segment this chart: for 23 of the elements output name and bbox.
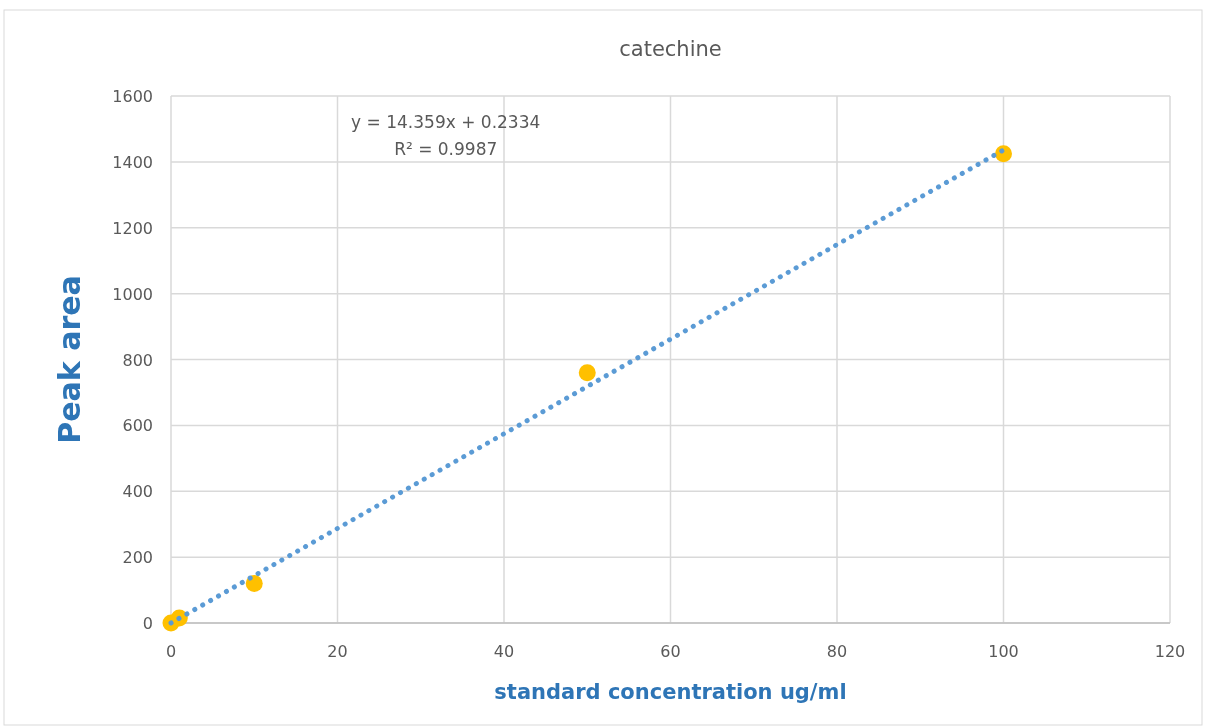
annotation: y = 14.359x + 0.2334 xyxy=(351,112,541,132)
x-axis-title: standard concentration ug/ml xyxy=(494,680,847,704)
x-tick-label: 80 xyxy=(826,642,848,661)
point xyxy=(245,574,263,592)
x-tick-label: 0 xyxy=(165,642,177,661)
point xyxy=(578,364,596,382)
y-tick-label: 1400 xyxy=(112,152,153,172)
annotation: R² = 0.9987 xyxy=(394,139,498,159)
y-tick-label: 1600 xyxy=(112,87,153,106)
x-tick-label: 100 xyxy=(988,642,1019,661)
x-tick-label: 120 xyxy=(1154,642,1186,661)
y-axis-title: Peak area xyxy=(52,275,87,444)
y-tick-label: 800 xyxy=(122,350,153,370)
y-tick-label: 600 xyxy=(122,416,153,436)
y-tick-label: 0 xyxy=(142,614,153,633)
x-tick-label: 60 xyxy=(660,642,681,661)
y-tick-label: 1200 xyxy=(112,218,153,238)
y-tick-label: 1000 xyxy=(112,284,153,304)
y-tick-label: 400 xyxy=(122,482,153,502)
y-tick-label: 200 xyxy=(122,548,153,568)
x-tick-label: 20 xyxy=(327,642,348,661)
x-tick-label: 40 xyxy=(493,642,515,661)
chart-title: catechine xyxy=(619,37,722,61)
